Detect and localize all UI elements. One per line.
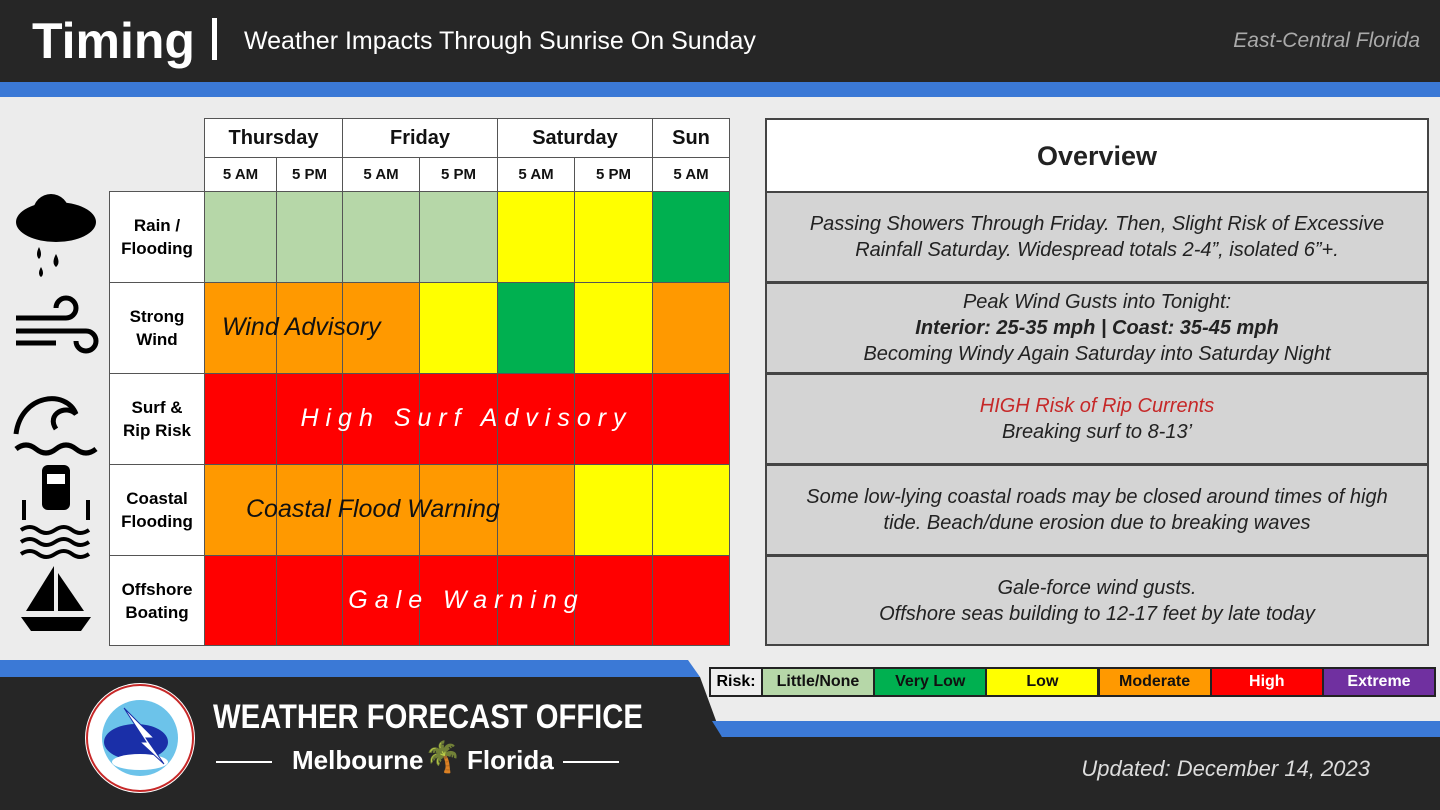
legend-extreme: Extreme [1322, 667, 1436, 697]
risk-cell-low [497, 191, 575, 283]
header-bar: Timing Weather Impacts Through Sunrise O… [0, 0, 1440, 82]
updated-date: Updated: December 14, 2023 [1081, 756, 1370, 781]
risk-cell-high [204, 373, 277, 465]
flooded-car-icon [10, 464, 102, 559]
overview-line: tide. Beach/dune erosion due to breaking… [883, 512, 1311, 534]
risk-cell-high [652, 555, 730, 646]
day-header: Sun [652, 118, 730, 158]
risk-cell-verylow [497, 282, 575, 374]
advisory-label: Gale Warning [348, 585, 585, 614]
divider-line [563, 761, 619, 763]
overview-line: Gale-force wind gusts. [997, 576, 1197, 599]
overview-line: Some low-lying coastal roads may be clos… [806, 486, 1388, 508]
overview-row: Gale-force wind gusts. Offshore seas buil… [765, 555, 1429, 646]
risk-cell-moderate [652, 282, 730, 374]
day-header: Thursday [204, 118, 343, 158]
palm-tree-icon: 🌴 [424, 741, 462, 774]
overview-line: Offshore seas building to 12-17 feet by … [879, 602, 1315, 625]
time-header: 5 AM [204, 157, 277, 192]
footer-background [0, 660, 1440, 810]
divider-line [216, 761, 272, 763]
row-label: Strong Wind [109, 282, 205, 374]
overview-row: HIGH Risk of Rip Currents Breaking surf t… [765, 373, 1429, 465]
risk-cell-high [497, 555, 575, 646]
risk-cell-high [497, 373, 575, 465]
time-header: 5 AM [652, 157, 730, 192]
advisory-label: Coastal Flood Warning [246, 495, 500, 523]
wave-icon [10, 373, 102, 465]
legend-label: Risk: [709, 667, 763, 697]
risk-cell-little [276, 191, 343, 283]
time-header: 5 PM [419, 157, 498, 192]
overview-title: Overview [765, 118, 1429, 193]
title-divider [212, 18, 217, 60]
risk-cell-low [574, 282, 653, 374]
office-name: WEATHER FORECAST OFFICE [213, 698, 643, 736]
region-label: East-Central Florida [1233, 29, 1420, 52]
rain-cloud-icon [10, 191, 102, 283]
overview-line: Passing Showers Through Friday. Then, Sl… [809, 213, 1385, 235]
overview-line: Breaking surf to 8-13’ [1001, 421, 1193, 443]
risk-cell-high [419, 555, 498, 646]
overview-line: Rainfall Saturday. Widespread totals 2-4… [855, 239, 1339, 261]
risk-cell-low [419, 282, 498, 374]
header-stripe [0, 82, 1440, 97]
advisory-label: High Surf Advisory [300, 404, 633, 432]
overview-title-text: Overview [1036, 140, 1158, 171]
risk-cell-moderate [276, 464, 343, 556]
risk-cell-little [204, 191, 277, 283]
risk-cell-little [342, 191, 420, 283]
overview-line: Becoming Windy Again Saturday into Satur… [863, 343, 1331, 365]
time-header: 5 PM [574, 157, 653, 192]
wind-icon [10, 282, 102, 374]
time-header: 5 PM [276, 157, 343, 192]
risk-cell-high [204, 555, 277, 646]
day-header: Friday [342, 118, 498, 158]
legend-moderate: Moderate [1097, 667, 1212, 697]
risk-cell-low [574, 464, 653, 556]
risk-cell-little [419, 191, 498, 283]
row-label: Coastal Flooding [109, 464, 205, 556]
risk-cell-high [276, 373, 343, 465]
risk-cell-high [276, 555, 343, 646]
day-header: Saturday [497, 118, 653, 158]
row-label: Offshore Boating [109, 555, 205, 646]
risk-cell-high [652, 373, 730, 465]
legend-little: Little/None [761, 667, 875, 697]
time-header: 5 AM [342, 157, 420, 192]
advisory-label: Wind Advisory [222, 313, 381, 341]
risk-cell-moderate [342, 464, 420, 556]
sailboat-icon [10, 555, 102, 646]
overview-line: Peak Wind Gusts into Tonight: [962, 291, 1232, 313]
page-title: Timing [32, 13, 195, 69]
office-state: Florida [467, 745, 554, 775]
risk-cell-low [574, 191, 653, 283]
risk-cell-high [419, 373, 498, 465]
page-subtitle: Weather Impacts Through Sunrise On Sunda… [244, 27, 756, 55]
legend-high: High [1209, 667, 1324, 697]
overview-row: Some low-lying coastal roads may be clos… [765, 464, 1429, 556]
risk-cell-moderate [497, 464, 575, 556]
office-city: Melbourne [292, 745, 424, 775]
risk-cell-moderate [419, 464, 498, 556]
row-label: Rain / Flooding [109, 191, 205, 283]
row-label: Surf & Rip Risk [109, 373, 205, 465]
legend-low: Low [985, 667, 1100, 697]
risk-cell-low [652, 464, 730, 556]
legend-verylow: Very Low [873, 667, 988, 697]
risk-cell-verylow [652, 191, 730, 283]
nws-logo [85, 683, 195, 793]
overview-row: Passing Showers Through Friday. Then, Sl… [765, 191, 1429, 283]
overview-line: HIGH Risk of Rip Currents [979, 395, 1215, 417]
overview-row: Peak Wind Gusts into Tonight: Interior: 2… [765, 282, 1429, 374]
overview-line: Interior: 25-35 mph | Coast: 35-45 mph [915, 317, 1279, 339]
time-header: 5 AM [497, 157, 575, 192]
risk-cell-high [342, 555, 420, 646]
